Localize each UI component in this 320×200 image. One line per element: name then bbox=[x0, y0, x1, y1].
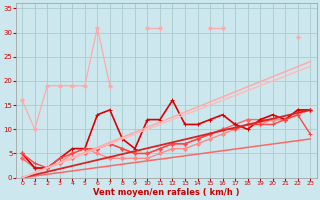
X-axis label: Vent moyen/en rafales ( km/h ): Vent moyen/en rafales ( km/h ) bbox=[93, 188, 239, 197]
